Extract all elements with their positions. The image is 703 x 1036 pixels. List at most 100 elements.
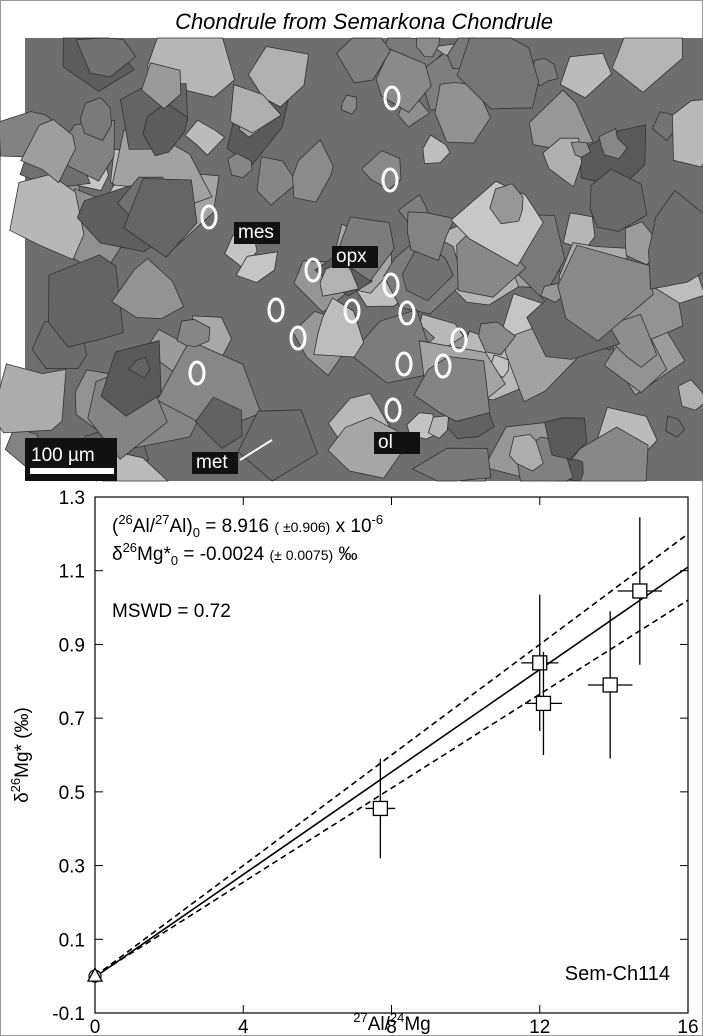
annotation-part: δ: [112, 544, 123, 565]
spot: [381, 167, 399, 193]
x-axis-label-part: Mg: [404, 1014, 430, 1035]
grain: [194, 396, 243, 450]
annotation-part: (± 0.0075): [269, 547, 333, 563]
y-axis-label-part: Mg* (‰): [12, 707, 33, 778]
grain: [411, 447, 492, 482]
annotation-part: 26: [123, 540, 137, 555]
grain: [184, 119, 226, 156]
y-tick-label: 0.5: [59, 783, 85, 804]
grain: [313, 297, 365, 358]
grain: [570, 141, 592, 158]
annotation-part: Al/: [133, 516, 156, 537]
x-tick-label: 12: [529, 1017, 550, 1036]
y-tick-label: 0.9: [59, 635, 85, 656]
x-tick-label: 0: [90, 1017, 101, 1036]
annotation-part: -6: [372, 512, 384, 527]
scale-label: 100 µm: [31, 445, 95, 466]
point: [632, 583, 648, 599]
annotation-part: = -0.0024: [178, 544, 269, 565]
fit-line: [94, 566, 689, 978]
grain: [176, 318, 211, 347]
spot: [398, 300, 416, 326]
annotation-part: = 8.916: [200, 516, 274, 537]
grain: [648, 189, 703, 290]
annotation-part: 0: [171, 553, 178, 568]
x-axis-label-part: 24: [390, 1010, 404, 1025]
annotation-part: ‰: [333, 544, 357, 565]
grain: [111, 258, 185, 320]
scale-bar: [30, 468, 114, 474]
annotation-part: x 10: [330, 516, 371, 537]
grain: [336, 37, 391, 84]
y-tick-label: 0.1: [59, 930, 85, 951]
y-tick-label: 0.7: [59, 709, 85, 730]
point: [372, 800, 389, 817]
y-tick-label: 1.3: [59, 488, 85, 509]
grain: [478, 321, 517, 356]
x-axis-label-part: 27: [353, 1010, 367, 1025]
grain: [413, 356, 491, 422]
grain: [611, 37, 683, 93]
annotation-part: (: [112, 516, 119, 537]
spot: [200, 204, 218, 230]
y-axis-label: δ26Mg* (‰): [8, 707, 33, 803]
grain: [401, 242, 454, 302]
annotation: (26Al/27Al)0 = 8.916 ( ±0.906) x 10-6: [112, 512, 383, 540]
grain: [559, 52, 612, 99]
grain: [248, 46, 310, 108]
grain: [340, 94, 358, 115]
grain: [456, 37, 539, 110]
grain: [75, 37, 137, 78]
spot: [343, 298, 361, 324]
spot: [289, 325, 307, 351]
grain: [237, 409, 318, 482]
y-tick-label: -0.1: [52, 1004, 85, 1025]
grain: [665, 415, 686, 438]
grain: [349, 309, 439, 384]
grain: [589, 168, 648, 232]
grain: [256, 156, 298, 206]
label-bg: [332, 246, 378, 268]
grain: [544, 417, 588, 460]
annotation-part: Mg*: [137, 544, 171, 565]
photo-label: opx: [336, 246, 367, 267]
spot: [383, 85, 401, 111]
grain: [489, 183, 524, 225]
reference-point: [86, 966, 104, 982]
grain: [677, 379, 703, 411]
spot: [384, 397, 402, 423]
grain: [48, 254, 124, 348]
grain: [235, 251, 278, 283]
spot: [382, 272, 400, 298]
photo-label: met: [196, 452, 228, 473]
spot: [395, 351, 413, 377]
y-tick-label: 1.1: [59, 562, 85, 583]
annotation-part: 27: [155, 512, 169, 527]
photo-label: mes: [238, 222, 274, 243]
grain: [422, 134, 451, 165]
grain: [123, 178, 198, 258]
y-axis-label-part: 26: [8, 778, 23, 792]
grain: [229, 84, 282, 134]
grain: [319, 261, 360, 297]
grain: [509, 433, 544, 472]
grain: [142, 102, 189, 157]
spot: [267, 297, 285, 323]
sample-label: Sem-Ch114: [565, 963, 670, 985]
y-axis-label-part: δ: [12, 792, 33, 803]
annotation-part: 0: [193, 525, 200, 540]
grain: [9, 173, 85, 261]
grain: [79, 97, 113, 142]
y-tick-label: 0.3: [59, 857, 85, 878]
label-bg: [374, 432, 420, 454]
annotation-part: 26: [118, 512, 132, 527]
grain: [20, 119, 76, 184]
confidence-line: [94, 533, 689, 977]
x-tick-label: 16: [677, 1017, 698, 1036]
spot: [434, 353, 452, 379]
point: [535, 695, 552, 712]
annotation: δ26Mg*0 = -0.0024 (± 0.0075) ‰: [112, 540, 357, 568]
annotation-part: MSWD = 0.72: [112, 601, 231, 622]
grain: [427, 415, 450, 439]
